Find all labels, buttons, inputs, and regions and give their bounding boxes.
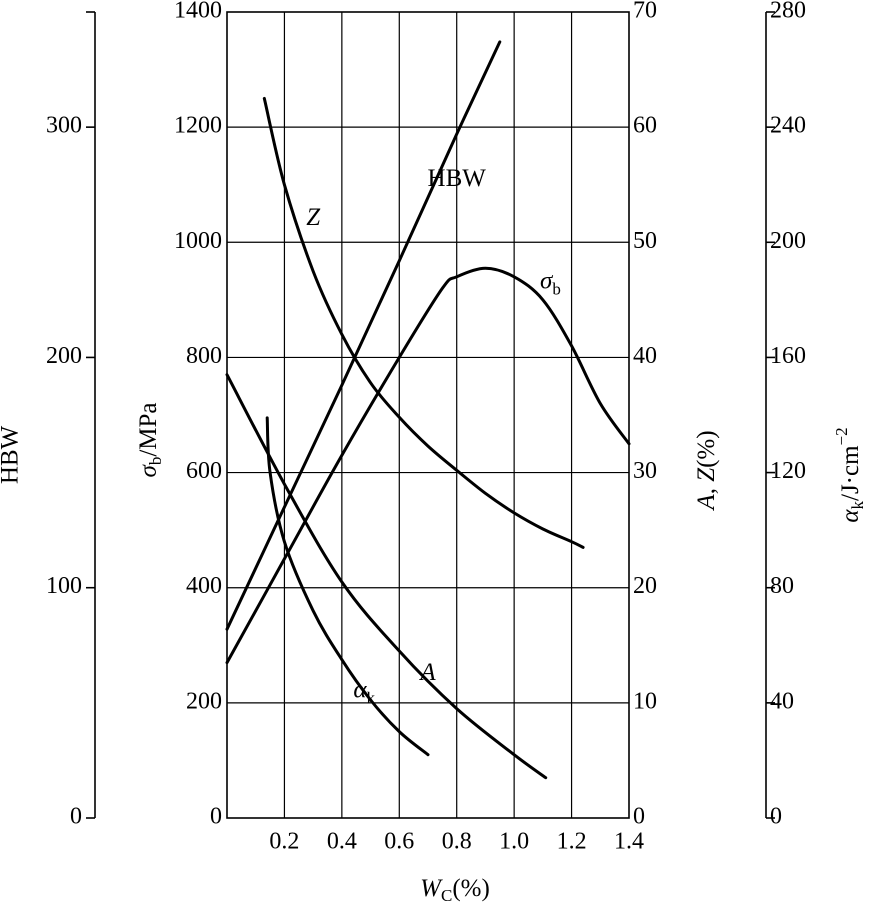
series-z-line bbox=[262, 96, 585, 549]
series-sigma-b-line bbox=[225, 266, 631, 665]
plot-frame bbox=[226, 11, 630, 819]
x-tick-label: 1.0 bbox=[499, 829, 529, 855]
x-tick-label: 1.4 bbox=[614, 829, 644, 855]
series-alpha-k-line bbox=[265, 416, 430, 757]
hbw-tick-label: 0 bbox=[70, 804, 82, 830]
sigma-tick-label: 1400 bbox=[174, 0, 222, 24]
hbw-axis-label: HBW bbox=[0, 425, 24, 484]
series-a-label: A bbox=[418, 659, 436, 686]
az-tick-label: 50 bbox=[633, 228, 657, 254]
x-tick-label: 0.4 bbox=[327, 829, 357, 855]
az-tick-label: 30 bbox=[633, 458, 657, 484]
sigma-tick-label: 0 bbox=[210, 804, 222, 830]
az-tick-label: 60 bbox=[633, 113, 657, 139]
ak-tick-label: 280 bbox=[770, 0, 806, 24]
plot-border bbox=[226, 11, 630, 819]
x-tick-label: 0.8 bbox=[442, 829, 472, 855]
grid bbox=[227, 12, 629, 818]
ak-tick-label: 40 bbox=[770, 688, 794, 714]
axes: 0.2 0.4 0.6 0.8 1.0 1.2 1.40200400600800100012… bbox=[46, 0, 806, 855]
series-sigma-b-label: σb bbox=[540, 267, 561, 298]
sigma-tick-label: 400 bbox=[186, 573, 222, 599]
ak-tick-label: 200 bbox=[770, 228, 806, 254]
x-axis-label: WC(%) bbox=[420, 875, 490, 905]
az-tick-label: 70 bbox=[633, 0, 657, 24]
hbw-tick-label: 300 bbox=[46, 113, 82, 139]
series-a-line bbox=[225, 373, 548, 780]
sigma-tick-label: 200 bbox=[186, 688, 222, 714]
sigma-tick-label: 600 bbox=[186, 458, 222, 484]
az-axis-label: A, Z(%) bbox=[693, 430, 720, 511]
az-tick-label: 20 bbox=[633, 573, 657, 599]
az-tick-label: 40 bbox=[633, 343, 657, 369]
sigma-tick-label: 1000 bbox=[174, 228, 222, 254]
series-hbw-line bbox=[225, 40, 502, 631]
series-hbw-label: HBW bbox=[428, 165, 487, 192]
ak-tick-label: 240 bbox=[770, 113, 806, 139]
series-alpha-k-label: αk bbox=[353, 676, 375, 707]
axis-labels: WC(%) HBW σb/MPa A, Z(%) αk/J·cm−2 bbox=[0, 402, 867, 904]
hbw-tick-label: 200 bbox=[46, 343, 82, 369]
series-lines: Z HBW σb Aαk bbox=[225, 40, 631, 780]
x-tick-label: 0.6 bbox=[384, 829, 414, 855]
sigma-axis-label: σb/MPa bbox=[135, 402, 165, 477]
ak-tick-label: 0 bbox=[770, 804, 782, 830]
series-z-label: Z bbox=[306, 204, 321, 231]
ak-tick-label: 120 bbox=[770, 458, 806, 484]
sigma-tick-label: 1200 bbox=[174, 113, 222, 139]
hbw-tick-label: 100 bbox=[46, 573, 82, 599]
x-tick-label: 1.2 bbox=[557, 829, 587, 855]
az-tick-label: 0 bbox=[633, 804, 645, 830]
ak-axis-label: αk/J·cm−2 bbox=[832, 427, 867, 522]
ak-tick-label: 80 bbox=[770, 573, 794, 599]
sigma-tick-label: 800 bbox=[186, 343, 222, 369]
x-tick-label: 0.2 bbox=[269, 829, 299, 855]
ak-tick-label: 160 bbox=[770, 343, 806, 369]
az-tick-label: 10 bbox=[633, 688, 657, 714]
